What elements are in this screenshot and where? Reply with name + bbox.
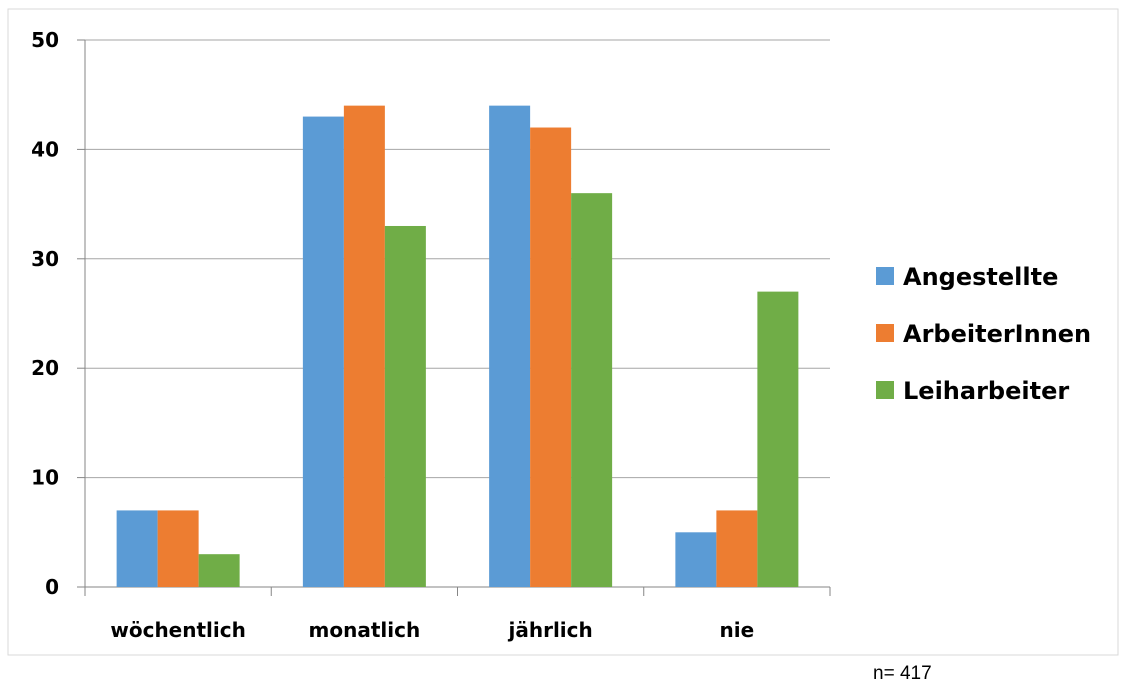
bars	[116, 105, 799, 588]
y-tick-label: 0	[45, 575, 59, 599]
bar	[757, 291, 799, 587]
bar	[675, 532, 717, 587]
legend-label: ArbeiterInnen	[903, 320, 1091, 348]
bar	[157, 510, 199, 587]
bar	[116, 510, 158, 587]
legend-swatch	[876, 267, 894, 285]
legend-label: Leiharbeiter	[903, 377, 1069, 405]
bar	[343, 105, 385, 587]
y-tick-label: 10	[31, 466, 59, 490]
legend-swatch	[876, 324, 894, 342]
y-tick-label: 30	[31, 247, 59, 271]
gridlines	[85, 39, 830, 479]
y-tick-labels: 0 10 20 30 40 50	[31, 28, 59, 599]
sample-size-note: n= 417	[873, 663, 932, 684]
y-tick-label: 40	[31, 137, 59, 161]
bar	[716, 510, 758, 587]
bar	[302, 116, 344, 587]
x-tick-label: nie	[720, 618, 755, 642]
y-tick-label: 50	[31, 28, 59, 52]
y-tick-label: 20	[31, 356, 59, 380]
bar	[530, 127, 572, 588]
x-tick-label: monatlich	[309, 618, 421, 642]
bar	[198, 554, 240, 587]
x-tick-label: wöchentlich	[110, 618, 245, 642]
legend-label: Angestellte	[903, 263, 1058, 291]
legend: Angestellte ArbeiterInnen Leiharbeiter	[876, 263, 1091, 405]
bar	[571, 193, 613, 587]
bar	[384, 225, 426, 588]
x-tick-label: jährlich	[507, 618, 592, 642]
bar	[489, 105, 531, 587]
chart-border	[7, 8, 1119, 656]
legend-swatch	[876, 381, 894, 399]
x-tick-labels: wöchentlich monatlich jährlich nie	[110, 618, 754, 642]
